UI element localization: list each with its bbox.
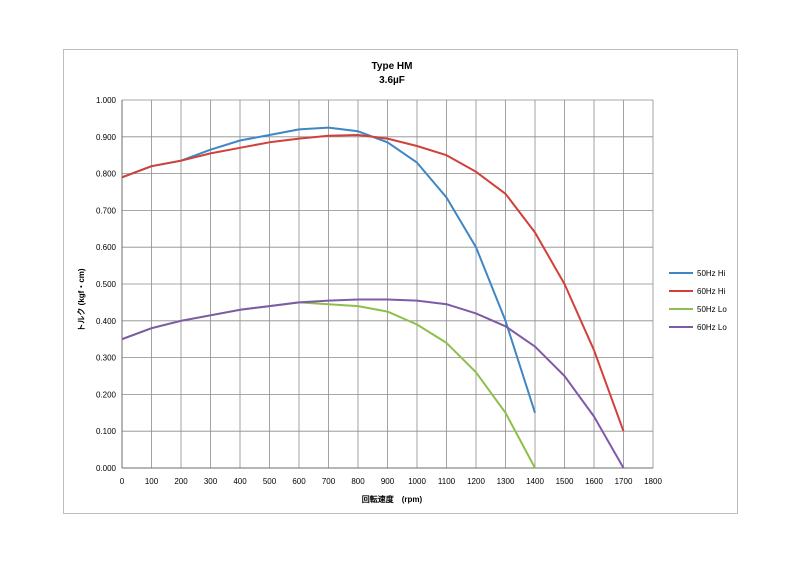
- chart-title: Type HM: [372, 61, 413, 72]
- x-tick-label: 1400: [526, 477, 544, 486]
- chart-frame: [63, 49, 738, 514]
- y-tick-label: 1.000: [96, 96, 117, 105]
- x-tick-label: 1200: [467, 477, 485, 486]
- series-line-4: [121, 298, 625, 469]
- legend-label: 60Hz Hi: [697, 287, 726, 296]
- x-tick-label: 900: [381, 477, 395, 486]
- y-tick-label: 0.800: [96, 170, 117, 179]
- y-tick-label: 0.200: [96, 390, 117, 399]
- x-tick-label: 200: [174, 477, 188, 486]
- x-tick-label: 400: [233, 477, 247, 486]
- x-tick-label: 700: [322, 477, 336, 486]
- chart-subtitle: 3.6µF: [379, 75, 405, 86]
- x-axis-label: 回転速度 (rpm): [362, 494, 423, 504]
- y-tick-label: 0.700: [96, 206, 117, 215]
- x-tick-label: 300: [204, 477, 218, 486]
- tick-layer: 0.000 0.100 0.200 0.300 0.400 0.500 0.600 0.700…: [96, 96, 662, 486]
- y-tick-label: 0.500: [96, 280, 117, 289]
- legend-label: 50Hz Hi: [697, 269, 726, 278]
- series-line-2: [121, 134, 625, 432]
- x-tick-label: 1000: [408, 477, 426, 486]
- x-tick-label: 600: [292, 477, 306, 486]
- y-tick-label: 0.100: [96, 427, 117, 436]
- legend: 50Hz Hi 60Hz Hi 50Hz Lo 60Hz Lo: [669, 269, 727, 332]
- x-tick-label: 1300: [497, 477, 515, 486]
- y-tick-label: 0.900: [96, 133, 117, 142]
- series-line-1: [121, 126, 536, 414]
- y-tick-label: 0.400: [96, 317, 117, 326]
- series-layer: [121, 126, 625, 469]
- x-tick-label: 1800: [644, 477, 662, 486]
- x-tick-label: 1500: [556, 477, 574, 486]
- x-tick-label: 1100: [438, 477, 456, 486]
- y-tick-label: 0.300: [96, 354, 117, 363]
- y-axis-label: トルク (kgf・cm): [76, 268, 86, 331]
- y-tick-label: 0.600: [96, 243, 117, 252]
- x-tick-label: 100: [145, 477, 159, 486]
- y-tick-label: 0.000: [96, 464, 117, 473]
- x-tick-label: 0: [120, 477, 125, 486]
- legend-label: 50Hz Lo: [697, 305, 727, 314]
- x-tick-label: 800: [351, 477, 365, 486]
- legend-label: 60Hz Lo: [697, 323, 727, 332]
- x-tick-label: 1600: [585, 477, 603, 486]
- x-tick-label: 500: [263, 477, 277, 486]
- x-tick-label: 1700: [615, 477, 633, 486]
